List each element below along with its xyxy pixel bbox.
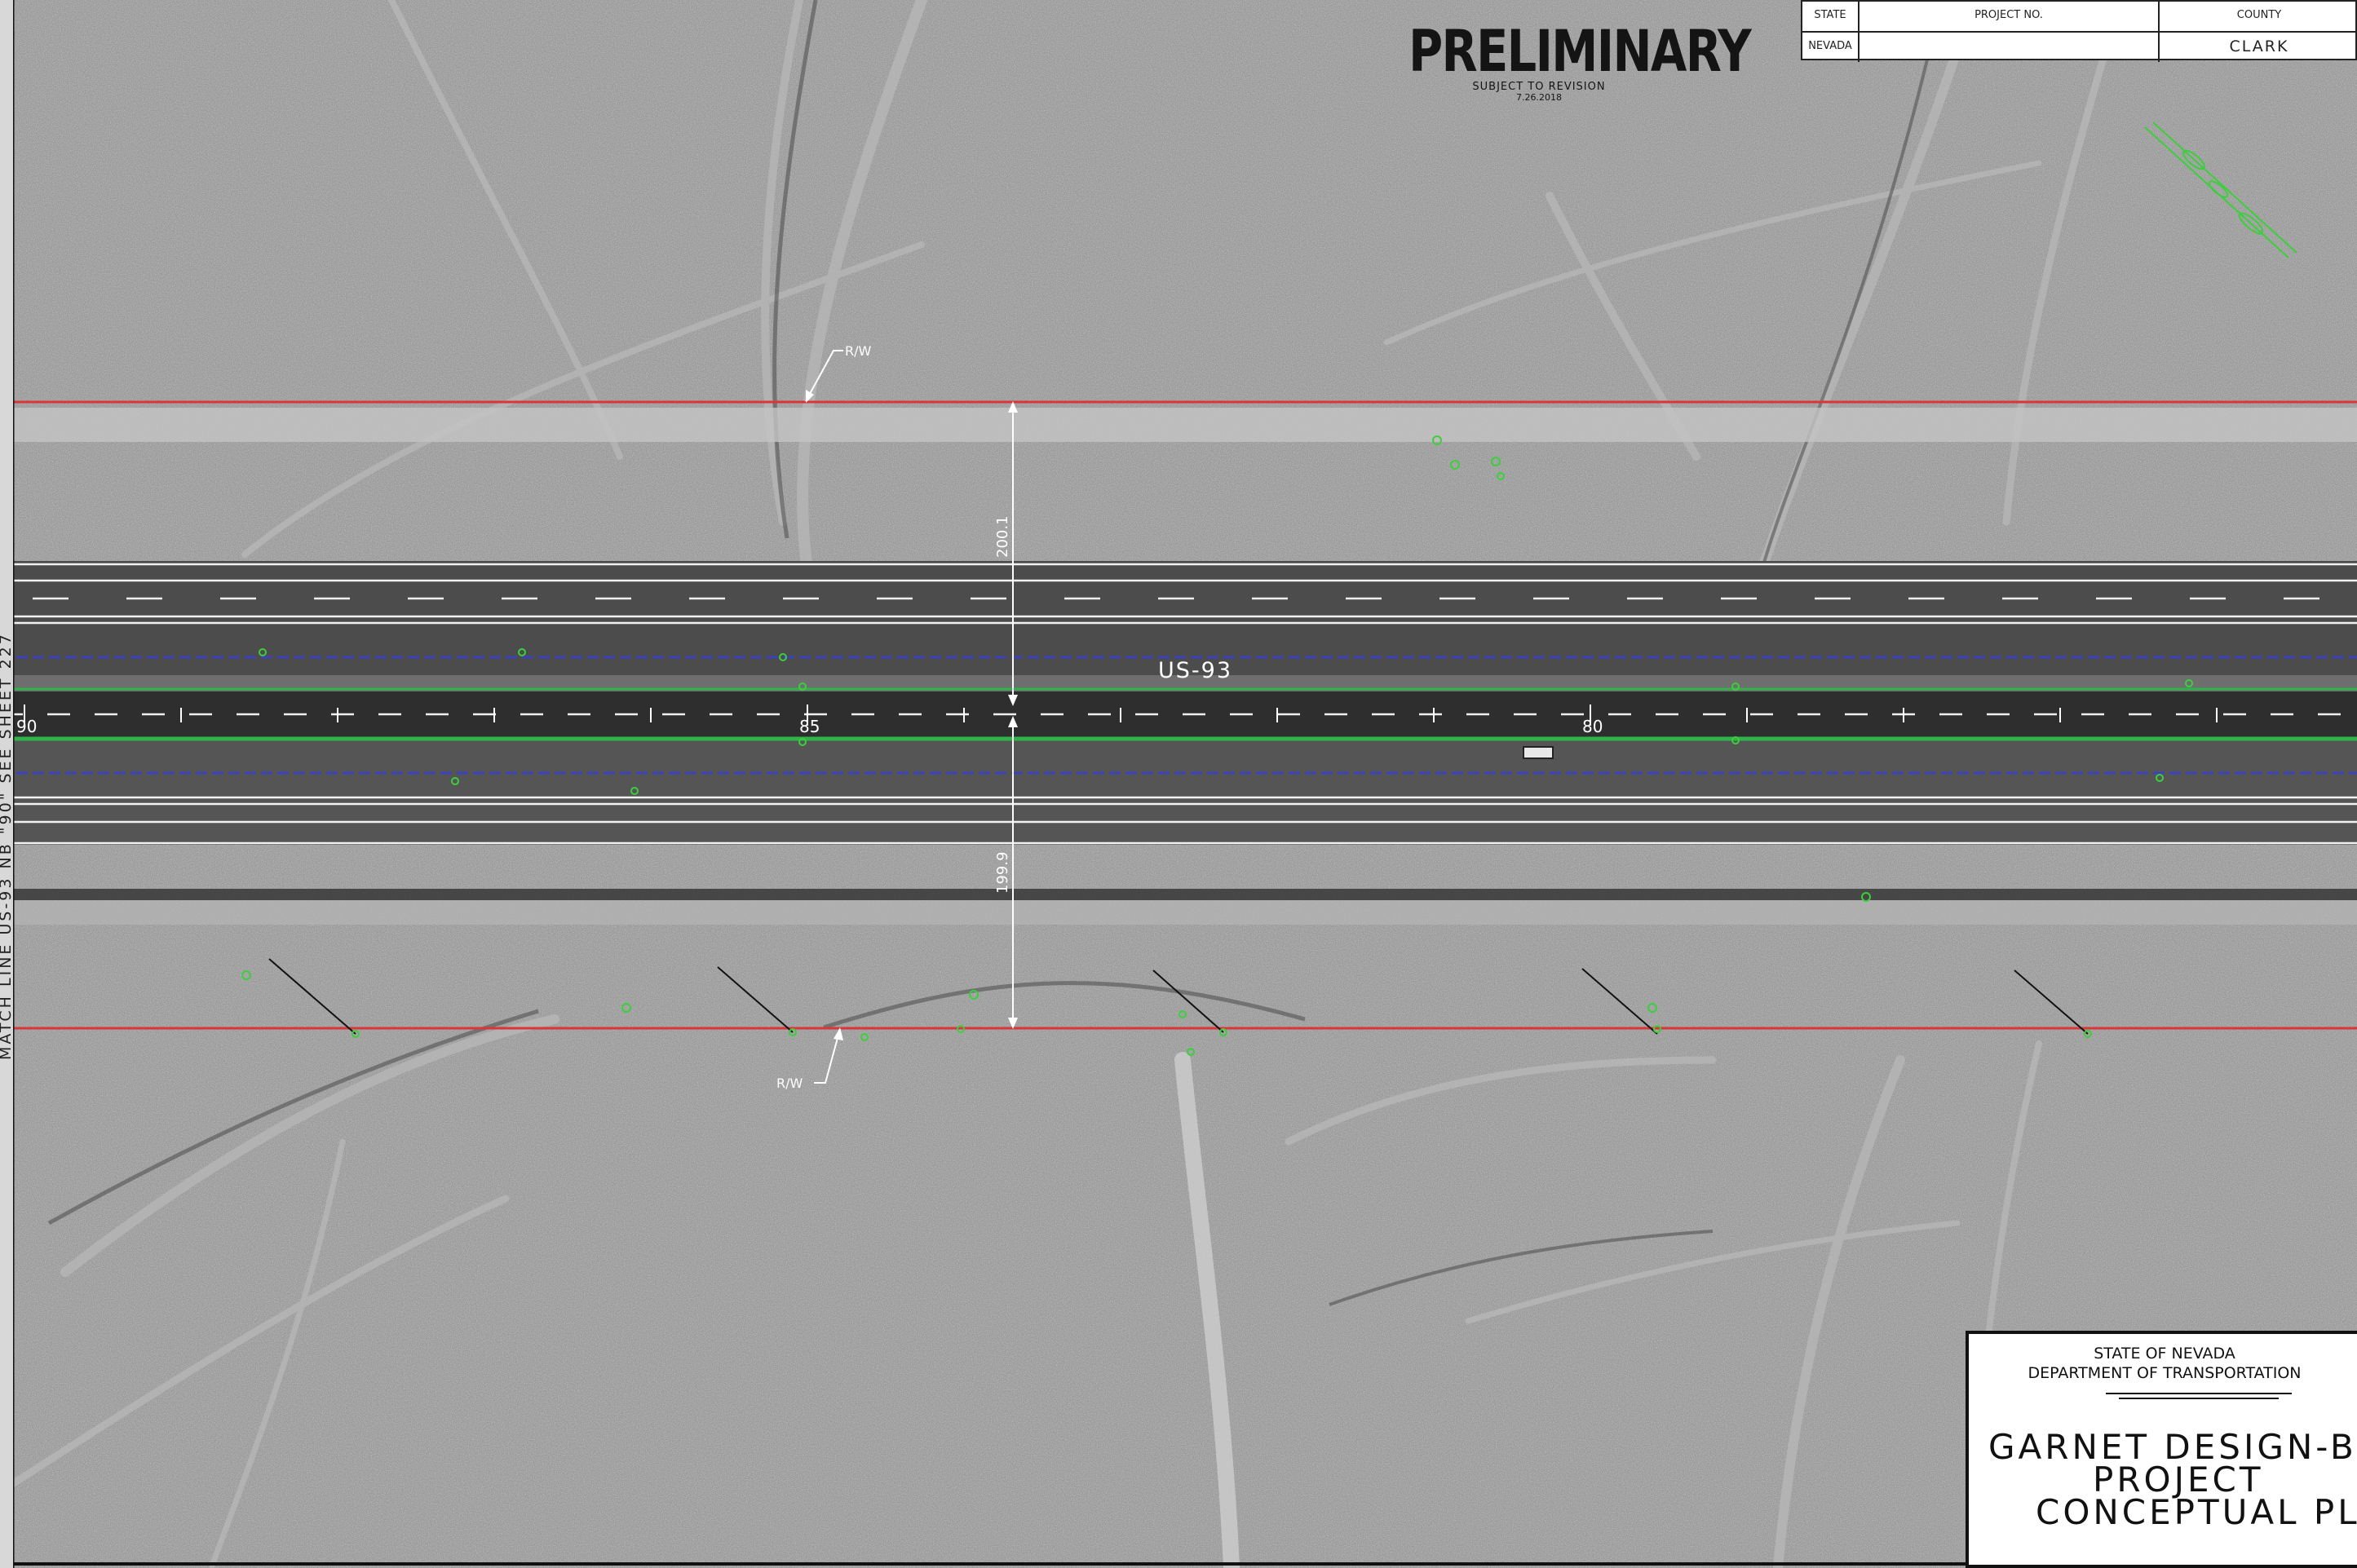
rw-leader-south [814,1027,843,1084]
station-label-80: 80 [1582,717,1603,736]
median [0,675,2357,691]
vegetation-cluster-ne [2144,121,2297,258]
edge-lines [0,563,2357,845]
county-value: CLARK [2229,38,2289,55]
project-title-line3: CONCEPTUAL PLAN [2036,1492,2357,1532]
utility-spans [268,958,2089,1035]
dimension-south: 199.9 [994,851,1011,894]
rw-label-south: R/W [776,1076,803,1091]
station-label-90: 90 [16,717,37,736]
preliminary-date: 7.26.2018 [1516,92,1562,103]
state-header: STATE [1814,9,1846,21]
agency-state: STATE OF NEVADA [2094,1345,2235,1363]
county-header: COUNTY [2236,9,2282,21]
project-info-table: STATE PROJECT NO. COUNTY NEVADA CLARK [1801,0,2357,62]
south-shoulder [0,900,2357,925]
dimension-north: 200.1 [994,515,1011,558]
preliminary-stamp: PRELIMINARY SUBJECT TO REVISION 7.26.201… [1380,18,1752,103]
match-line-label: MATCH LINE US-93 NB "90" SEE SHEET 227 [0,632,15,1060]
agency-department: DEPARTMENT OF TRANSPORTATION [2028,1364,2302,1382]
vehicle [1523,746,1554,759]
preliminary-subtitle: SUBJECT TO REVISION [1472,81,1606,93]
project-title-line1: GARNET DESIGN-BU [1988,1427,2357,1467]
station-label-85: 85 [799,717,820,736]
station-ticks [24,704,2218,726]
sb-roadway [0,739,2357,845]
preliminary-title: PRELIMINARY [1408,18,1752,85]
project-no-header: PROJECT NO. [1974,9,2043,21]
highway-label: US-93 [1158,658,1232,683]
vegetation-markers [241,435,2193,1056]
state-value: NEVADA [1808,40,1852,52]
rw-leader-north [805,350,843,403]
rw-label-north: R/W [845,343,872,359]
south-embankment [0,889,2357,900]
washes [0,0,2125,1568]
dot-title-block: STATE OF NEVADA DEPARTMENT OF TRANSPORTA… [1966,1331,2357,1568]
title-rule-1 [2106,1393,2292,1394]
row-dimension-line [1008,401,1018,1029]
match-line-band [0,0,13,1568]
title-rule-2 [2119,1398,2279,1399]
wash-shadows [47,0,1943,1306]
frontage-road-north [0,408,2357,442]
project-title-line2: PROJECT [2093,1460,2264,1500]
